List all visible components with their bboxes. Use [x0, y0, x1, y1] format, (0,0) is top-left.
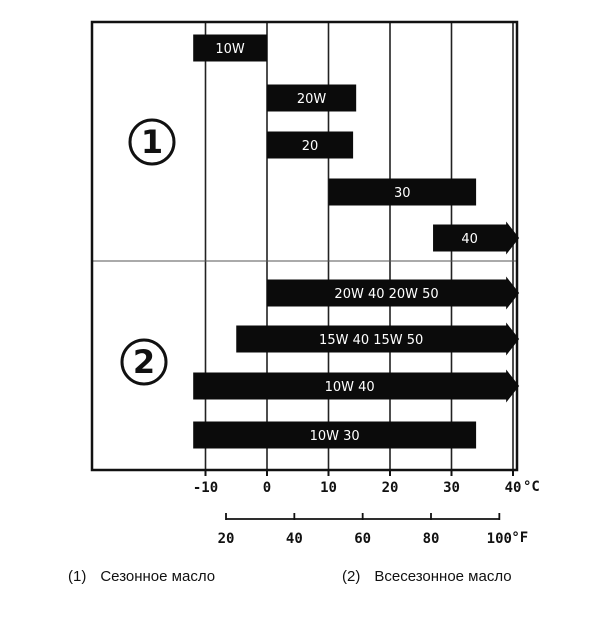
bar-label: 20 — [302, 139, 319, 154]
bar-label: 10W 40 — [325, 380, 375, 395]
bar-10w-40: 10W 40 — [193, 369, 520, 403]
tick-label-c--10: -10 — [193, 480, 218, 496]
bar-label: 20W 40 20W 50 — [334, 287, 438, 302]
caption-all-season-number: (2) — [342, 568, 361, 585]
caption-seasonal-number: (1) — [68, 568, 87, 585]
bar-20: 20 — [267, 131, 354, 159]
marker-number: 1 — [141, 123, 163, 161]
plot-border — [90, 20, 519, 472]
bar-label: 20W — [297, 92, 327, 107]
tick-label-f-100: 100 — [487, 531, 512, 547]
unit-fahrenheit: °F — [511, 530, 528, 546]
plot-frame — [90, 20, 519, 472]
tick-label-f-80: 80 — [423, 531, 440, 547]
bar-30: 30 — [328, 178, 477, 206]
tick-label-f-20: 20 — [218, 531, 235, 547]
fahrenheit-axis: 20 40 60 80 100 °F — [218, 513, 528, 547]
tick-label-c-10: 10 — [320, 480, 337, 496]
caption-all-season: (2) Всесезонное масло — [342, 568, 512, 585]
celsius-axis: -10 0 10 20 30 40 °C — [193, 470, 540, 496]
tick-label-f-60: 60 — [354, 531, 371, 547]
bar-shape — [236, 322, 520, 356]
group-markers: 12 — [120, 118, 176, 386]
bar-20w: 20W — [267, 84, 357, 112]
unit-celsius: °C — [523, 479, 540, 495]
tick-label-c-20: 20 — [382, 480, 399, 496]
bar-label: 40 — [461, 232, 478, 247]
bar-label: 30 — [394, 186, 411, 201]
bar-shape — [193, 34, 267, 62]
caption-all-season-text: Всесезонное масло — [374, 568, 512, 585]
group-marker-2: 2 — [120, 338, 168, 386]
marker-number: 2 — [133, 343, 155, 381]
bar-10w: 10W — [193, 34, 267, 62]
bar-shape — [267, 131, 354, 159]
bar-shape — [267, 276, 520, 310]
marker-circle — [128, 118, 176, 166]
tick-label-f-40: 40 — [286, 531, 303, 547]
tick-label-c-30: 30 — [443, 480, 460, 496]
bar-shape — [193, 421, 477, 449]
bars: 10W 20W 20 30 40 20W 40 20W 50 15W 40 15W 50 10… — [193, 34, 520, 449]
tick-label-c-0: 0 — [263, 480, 271, 496]
bar-40: 40 — [433, 221, 520, 255]
bar-10w-30: 10W 30 — [193, 421, 477, 449]
bar-label: 15W 40 15W 50 — [319, 333, 423, 348]
bar-shape — [193, 369, 520, 403]
tick-label-c-40: 40 — [505, 480, 522, 496]
bar-shape — [433, 221, 520, 255]
bar-label: 10W — [215, 42, 245, 57]
marker-circle — [120, 338, 168, 386]
bar-label: 10W 30 — [310, 429, 360, 444]
caption-seasonal-text: Сезонное масло — [100, 568, 216, 585]
bar-shape — [328, 178, 477, 206]
caption-seasonal: (1) Сезонное масло — [68, 568, 215, 585]
group-marker-1: 1 — [128, 118, 176, 166]
bar-20w-40-20w-50: 20W 40 20W 50 — [267, 276, 520, 310]
bar-shape — [267, 84, 357, 112]
bar-15w-40-15w-50: 15W 40 15W 50 — [236, 322, 520, 356]
